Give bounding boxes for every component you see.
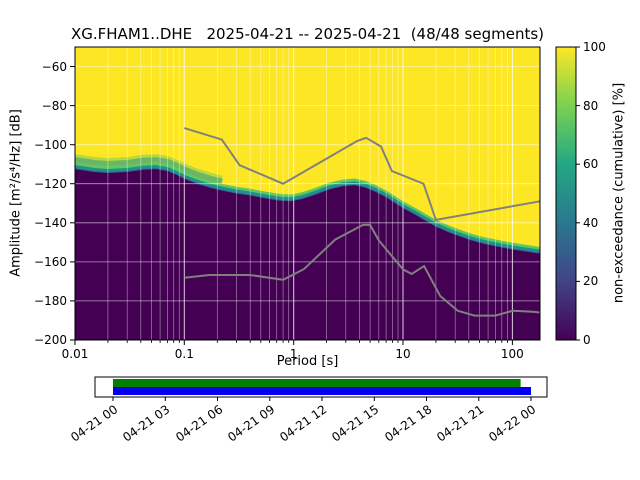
timeline-used-segments-bar bbox=[113, 379, 521, 387]
heatmap-left-fringe bbox=[74, 154, 223, 189]
x-tick-label: 1 bbox=[289, 347, 298, 361]
y-tick-label: −80 bbox=[41, 98, 67, 113]
timeline-data-coverage-bar bbox=[113, 387, 531, 395]
nhnm-line bbox=[184, 127, 541, 222]
y-tick-label: −140 bbox=[34, 215, 67, 230]
heatmap-low-region bbox=[75, 169, 540, 340]
nlnm-line bbox=[184, 223, 541, 317]
x-tick-label: 0.01 bbox=[61, 347, 89, 361]
plot-grid bbox=[75, 47, 540, 340]
x-tick-label: 0.1 bbox=[174, 347, 194, 361]
y-tick-label: −100 bbox=[34, 137, 67, 152]
x-axis-label: Period [s] bbox=[276, 354, 339, 369]
colorbar-tick-label: 0 bbox=[583, 333, 591, 347]
colorbar-tick-label: 40 bbox=[583, 215, 599, 230]
plot-frame bbox=[74, 46, 541, 341]
y-tick-label: −160 bbox=[34, 254, 67, 269]
x-tick-label: 100 bbox=[500, 347, 524, 361]
colorbar-tick-label: 100 bbox=[583, 40, 606, 54]
plot-title: XG.FHAM1..DHE 2025-04-21 -- 2025-04-21 (… bbox=[70, 25, 545, 43]
colorbar-tick-label: 60 bbox=[583, 157, 599, 172]
x-tick-label: 10 bbox=[395, 347, 411, 361]
y-tick-label: −200 bbox=[34, 333, 67, 347]
y-tick-label: −60 bbox=[41, 59, 67, 74]
axis-ticks bbox=[70, 66, 513, 345]
timeline-ticks bbox=[112, 397, 532, 401]
colorbar-tick-label: 80 bbox=[583, 98, 599, 113]
y-tick-label: −120 bbox=[34, 176, 67, 191]
y-tick-label: −180 bbox=[34, 293, 67, 308]
colorbar-gradient bbox=[556, 47, 576, 340]
colorbar-ticks bbox=[576, 46, 580, 341]
colorbar-frame bbox=[555, 46, 577, 341]
colorbar-tick-label: 20 bbox=[583, 274, 599, 289]
